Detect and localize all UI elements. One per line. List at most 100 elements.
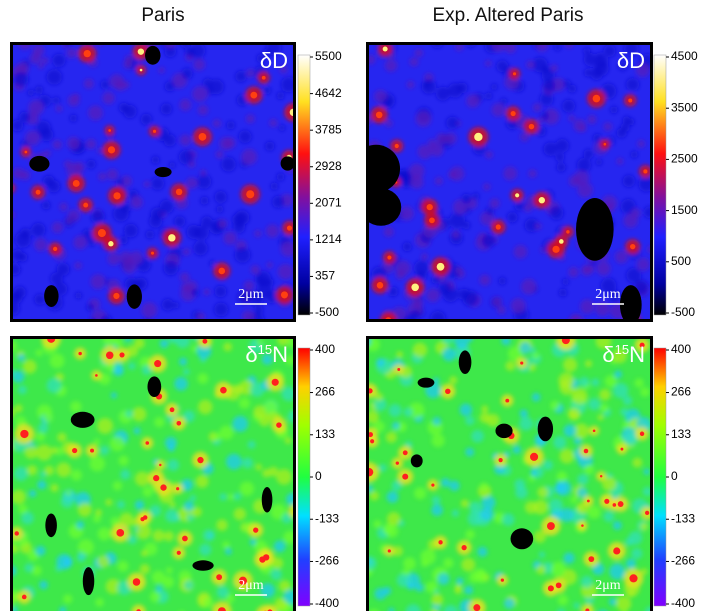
texture-spot [75, 292, 82, 299]
hotspot [402, 450, 408, 456]
texture-spot [11, 489, 26, 505]
texture-spot [270, 568, 282, 581]
hotspot [276, 422, 282, 428]
texture-spot [106, 168, 119, 181]
texture-spot [447, 83, 463, 98]
texture-spot [283, 589, 296, 606]
texture-spot [583, 149, 594, 160]
texture-spot [383, 226, 394, 237]
colorbar-tick-label: 266 [315, 385, 335, 399]
hotspot [20, 429, 29, 439]
colorbar-tick-label: -133 [315, 511, 339, 525]
texture-spot [73, 93, 80, 100]
texture-spot [402, 242, 412, 252]
hotspot [202, 338, 208, 344]
hotspot [555, 582, 562, 589]
texture-spot [39, 471, 47, 478]
hole [410, 454, 423, 468]
texture-spot [612, 520, 622, 530]
hotspot [90, 448, 95, 453]
texture-spot [216, 205, 224, 213]
texture-spot [223, 231, 237, 245]
texture-spot [193, 241, 208, 256]
texture-spot [430, 311, 446, 322]
texture-spot [612, 348, 628, 364]
texture-spot [100, 80, 110, 90]
texture-spot [15, 231, 31, 248]
texture-spot [570, 496, 578, 504]
texture-spot [374, 587, 387, 600]
hotspot [547, 585, 554, 592]
texture-spot [562, 278, 569, 286]
hole [70, 411, 95, 428]
texture-spot [174, 376, 188, 391]
texture-spot [250, 265, 260, 275]
texture-spot [583, 47, 591, 55]
texture-spot [134, 337, 145, 349]
texture-spot [105, 498, 113, 506]
colorbar-tick-label: 500 [671, 254, 691, 268]
texture-spot [580, 575, 593, 588]
texture-spot [491, 103, 506, 117]
texture-spot [139, 563, 150, 575]
hotspot [397, 368, 401, 371]
texture-spot [491, 83, 498, 91]
texture-spot [449, 212, 466, 229]
texture-spot [434, 177, 443, 186]
texture-spot [384, 59, 398, 72]
texture-spot [128, 362, 136, 370]
texture-spot [405, 604, 421, 611]
texture-spot [189, 494, 197, 502]
texture-spot [403, 557, 416, 570]
hotspot [175, 188, 183, 196]
texture-spot [563, 552, 575, 564]
texture-spot [203, 288, 210, 296]
hotspot [530, 452, 539, 461]
texture-spot [373, 397, 387, 412]
texture-spot [543, 79, 556, 92]
texture-spot [185, 46, 196, 57]
texture-spot [13, 466, 29, 481]
texture-spot [462, 290, 479, 307]
texture-spot [385, 431, 397, 443]
texture-spot [37, 480, 47, 490]
texture-spot [63, 594, 73, 604]
texture-spot [182, 248, 190, 256]
texture-spot [620, 407, 629, 416]
texture-spot [626, 77, 640, 91]
hole [366, 144, 401, 193]
texture-spot [614, 370, 623, 379]
texture-spot [485, 151, 493, 159]
hotspot [599, 474, 603, 478]
texture-spot [573, 436, 582, 445]
texture-spot [498, 277, 507, 285]
texture-spot [202, 529, 215, 542]
texture-spot [133, 427, 141, 435]
texture-spot [66, 162, 83, 179]
texture-spot [152, 529, 165, 542]
map-label: δ15N [602, 342, 645, 367]
texture-spot [20, 170, 31, 181]
colorbar-tick-label: 1500 [671, 203, 698, 217]
texture-spot [118, 455, 129, 466]
texture-spot [550, 561, 566, 577]
texture-spot [110, 517, 120, 527]
hotspot [72, 180, 80, 187]
texture-spot [528, 169, 537, 178]
hotspot [629, 243, 636, 250]
hole [45, 513, 57, 538]
texture-spot [415, 583, 424, 592]
hotspot [246, 190, 255, 199]
texture-spot [182, 410, 195, 423]
texture-spot [443, 605, 458, 611]
colorbar-tick-label: 400 [315, 342, 335, 356]
texture-spot [172, 301, 179, 309]
map-frame [10, 336, 296, 611]
texture-spot [253, 405, 267, 419]
texture-spot [120, 175, 132, 187]
hotspot [238, 576, 247, 585]
texture-spot [185, 177, 198, 189]
texture-spot [200, 169, 207, 176]
texture-spot [247, 440, 256, 449]
texture-spot [175, 336, 190, 349]
